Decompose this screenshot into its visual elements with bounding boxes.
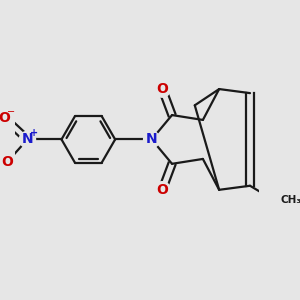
Text: N: N	[22, 132, 33, 146]
Text: O: O	[156, 82, 168, 96]
Text: CH₃: CH₃	[281, 195, 300, 206]
Text: O: O	[156, 183, 168, 197]
Text: O: O	[0, 111, 11, 125]
Circle shape	[0, 110, 13, 126]
Circle shape	[154, 182, 170, 198]
Text: −: −	[7, 107, 15, 117]
Text: O: O	[1, 155, 13, 169]
Circle shape	[19, 131, 35, 148]
Circle shape	[0, 154, 15, 170]
Circle shape	[154, 81, 170, 97]
Circle shape	[144, 131, 160, 148]
Text: N: N	[146, 132, 158, 146]
Text: +: +	[30, 128, 38, 138]
